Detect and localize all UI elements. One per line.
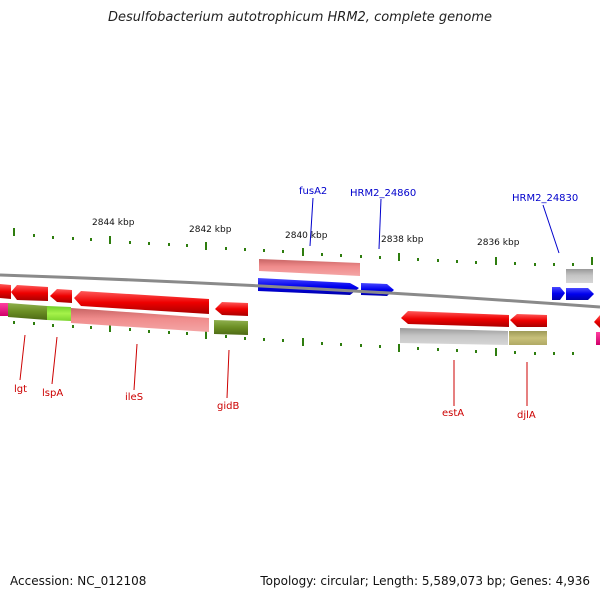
scale-label: 2838 kbp xyxy=(381,235,424,245)
gene-label-gidB[interactable]: gidB xyxy=(217,401,239,412)
gene-label-ileS[interactable]: ileS xyxy=(125,392,143,403)
accession-text: Accession: NC_012108 xyxy=(10,574,147,588)
gene-label-HRM2-24830[interactable]: HRM2_24830 xyxy=(512,193,578,204)
feature-gidB[interactable] xyxy=(215,302,248,316)
map-title: Desulfobacterium autotrophicum HRM2, com… xyxy=(107,10,493,25)
feature-lgt-left[interactable] xyxy=(0,284,11,299)
scale-label: 2836 kbp xyxy=(477,238,520,248)
inner-tick-track xyxy=(13,321,574,356)
category-bar xyxy=(8,303,47,320)
scale-label: 2844 kbp xyxy=(92,218,135,228)
genome-backbone xyxy=(0,273,600,309)
forward-gray-feature xyxy=(566,269,593,283)
feature-djlA[interactable] xyxy=(510,314,547,327)
forward-rna-feature xyxy=(259,259,360,276)
feature-HRM2-24830-b[interactable] xyxy=(566,288,594,300)
genome-summary-text: Topology: circular; Length: 5,589,073 bp… xyxy=(260,574,590,588)
category-bar xyxy=(509,331,547,345)
category-bar xyxy=(596,332,600,345)
gene-label-lgt[interactable]: lgt xyxy=(14,384,27,395)
category-bar xyxy=(0,303,8,316)
feature-lspA[interactable] xyxy=(50,289,72,303)
feature-HRM2-24830-a[interactable] xyxy=(552,287,565,300)
gene-label-HRM2-24860[interactable]: HRM2_24860 xyxy=(350,188,416,199)
feature-lgt[interactable] xyxy=(11,285,48,301)
outer-tick-track xyxy=(13,228,593,266)
gene-label-lspA[interactable]: lspA xyxy=(42,388,63,399)
feature-estA[interactable] xyxy=(401,311,509,327)
scale-label: 2842 kbp xyxy=(189,225,232,235)
category-bar xyxy=(47,306,71,321)
feature-edge-right[interactable] xyxy=(594,315,600,328)
category-bar xyxy=(71,308,209,332)
reverse-cds-track xyxy=(0,284,600,345)
gene-label-djlA[interactable]: djlA xyxy=(517,410,536,421)
category-bar xyxy=(400,328,508,345)
gene-label-fusA2[interactable]: fusA2 xyxy=(299,186,327,197)
category-bar xyxy=(214,320,248,335)
gene-label-estA[interactable]: estA xyxy=(442,408,464,419)
scale-label: 2840 kbp xyxy=(285,231,328,241)
feature-ileS[interactable] xyxy=(74,291,209,314)
